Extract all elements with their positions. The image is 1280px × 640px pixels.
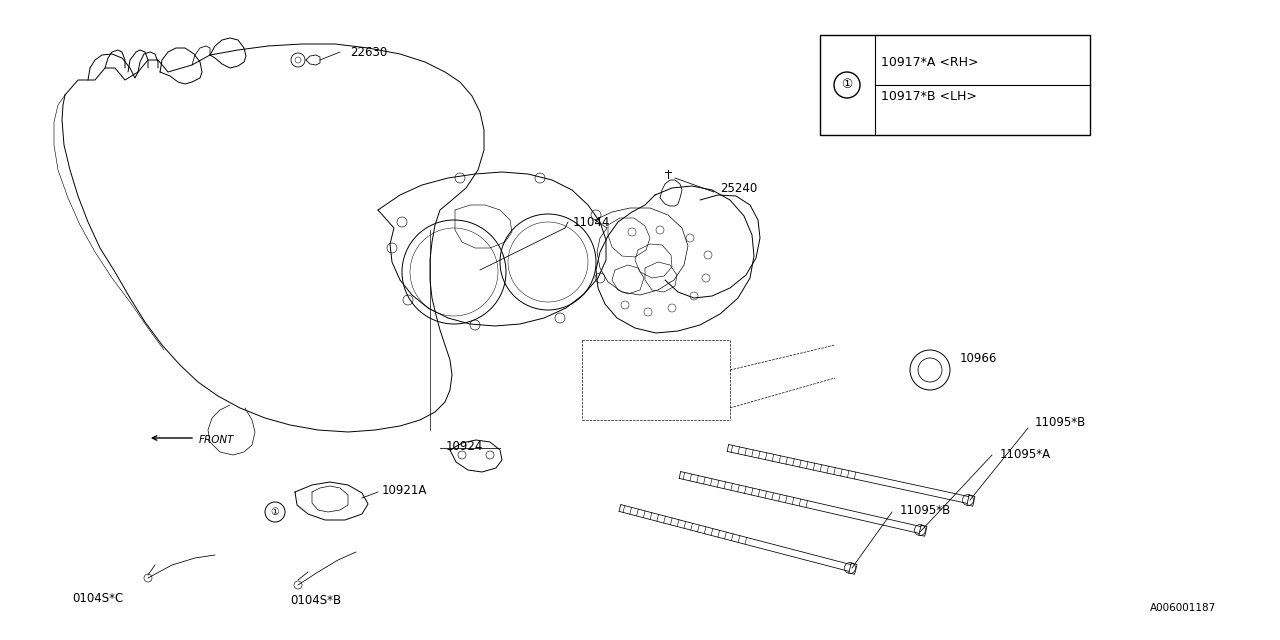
Text: 10966: 10966 [960,351,997,365]
Text: 22630: 22630 [349,45,388,58]
Text: FRONT: FRONT [198,435,234,445]
Text: 11095*B: 11095*B [900,504,951,516]
Text: 0104S*C: 0104S*C [72,591,123,605]
Text: 0104S*B: 0104S*B [291,593,342,607]
Text: 10921A: 10921A [381,483,428,497]
Text: 11095*B: 11095*B [1036,415,1087,429]
Text: ①: ① [270,507,279,517]
Text: A006001187: A006001187 [1149,603,1216,613]
Bar [820,35,1091,135]
Text: 10917*A <RH>: 10917*A <RH> [881,56,978,68]
Text: ①: ① [841,79,852,92]
Text: 10924: 10924 [445,440,484,452]
Text: 25240: 25240 [719,182,758,195]
Text: 11044: 11044 [573,216,611,228]
Text: 10917*B <LH>: 10917*B <LH> [881,90,977,104]
Text: 11095*A: 11095*A [1000,449,1051,461]
